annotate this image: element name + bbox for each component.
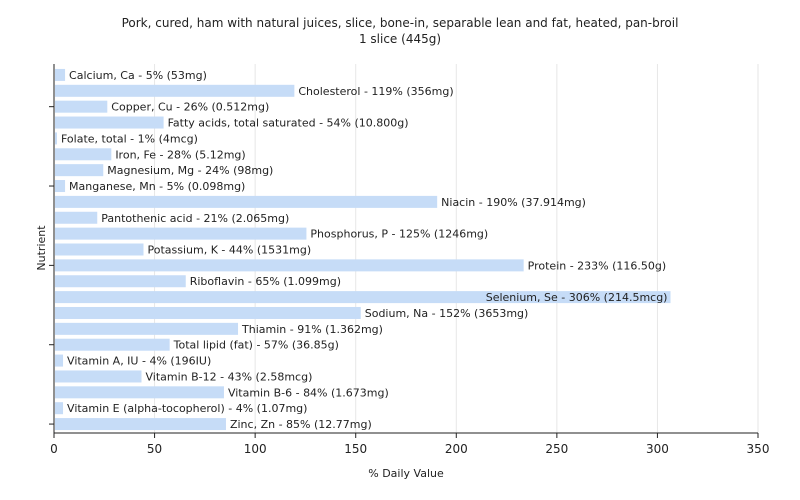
x-tick-label: 350 [747,442,770,456]
bar-label: Cholesterol - 119% (356mg) [298,85,453,98]
bar-label: Zinc, Zn - 85% (12.77mg) [230,418,372,431]
bar-label: Phosphorus, P - 125% (1246mg) [310,228,488,241]
chart-title: Pork, cured, ham with natural juices, sl… [121,16,679,30]
y-axis-title: Nutrient [35,225,48,271]
bar [55,418,226,431]
bar-label: Calcium, Ca - 5% (53mg) [69,69,207,82]
bar-label: Vitamin B-6 - 84% (1.673mg) [228,386,389,399]
bar-labels: Calcium, Ca - 5% (53mg) Cholesterol - 119… [61,69,667,431]
bar-label: Manganese, Mn - 5% (0.098mg) [69,180,245,193]
bar [55,306,361,319]
bar [55,354,64,367]
bar [55,164,104,177]
bar [55,68,66,81]
bar [55,338,170,351]
bar-label: Protein - 233% (116.50g) [528,259,667,272]
bar [55,132,58,145]
bar-label: Sodium, Na - 152% (3653mg) [365,307,529,320]
x-axis-title: % Daily Value [368,467,444,480]
bar [55,291,671,304]
x-tick-label: 50 [147,442,162,456]
bar-label: Iron, Fe - 28% (5.12mg) [115,148,245,161]
bar-label: Thiamin - 91% (1.362mg) [241,323,383,336]
x-tick-label: 200 [445,442,468,456]
x-tick-label: 150 [344,442,367,456]
bar [55,148,112,161]
bar [55,116,164,129]
bar-label: Vitamin B-12 - 43% (2.58mcg) [145,370,312,383]
bar-label: Fatty acids, total saturated - 54% (10.8… [168,117,409,130]
bar-label: Pantothenic acid - 21% (2.065mg) [101,212,289,225]
bar [55,84,295,97]
bar [55,211,98,224]
axes: 0 50 100 150 200 250 300 350 [49,64,769,456]
bar [55,370,142,383]
bar [55,259,524,272]
bar-label: Vitamin A, IU - 4% (196IU) [67,355,211,368]
chart-subtitle: 1 slice (445g) [358,32,442,46]
x-tick-label: 100 [244,442,267,456]
bar-label: Vitamin E (alpha-tocopherol) - 4% (1.07m… [67,402,307,415]
x-tick-label: 300 [646,442,669,456]
bars [55,68,671,431]
bar [55,195,438,208]
bar-label: Potassium, K - 44% (1531mg) [148,244,312,257]
bar-label: Riboflavin - 65% (1.099mg) [190,275,341,288]
bar [55,402,64,415]
grid-lines [154,64,759,433]
bar-label: Magnesium, Mg - 24% (98mg) [107,164,273,177]
bar-label: Folate, total - 1% (4mcg) [61,132,198,145]
bar-label: Selenium, Se - 306% (214.5mcg) [486,291,668,304]
bar [55,386,224,399]
bar-label: Copper, Cu - 26% (0.512mg) [111,101,269,114]
bar [55,227,307,240]
x-tick-label: 250 [545,442,568,456]
bar [55,322,239,335]
chart-title-block: Pork, cured, ham with natural juices, sl… [0,15,800,47]
bar [55,100,108,113]
x-tick-label: 0 [50,442,58,456]
bar [55,243,144,256]
bar [55,275,186,288]
bar-label: Niacin - 190% (37.914mg) [441,196,586,209]
bar [55,180,66,193]
bar-label: Total lipid (fat) - 57% (36.85g) [173,339,339,352]
